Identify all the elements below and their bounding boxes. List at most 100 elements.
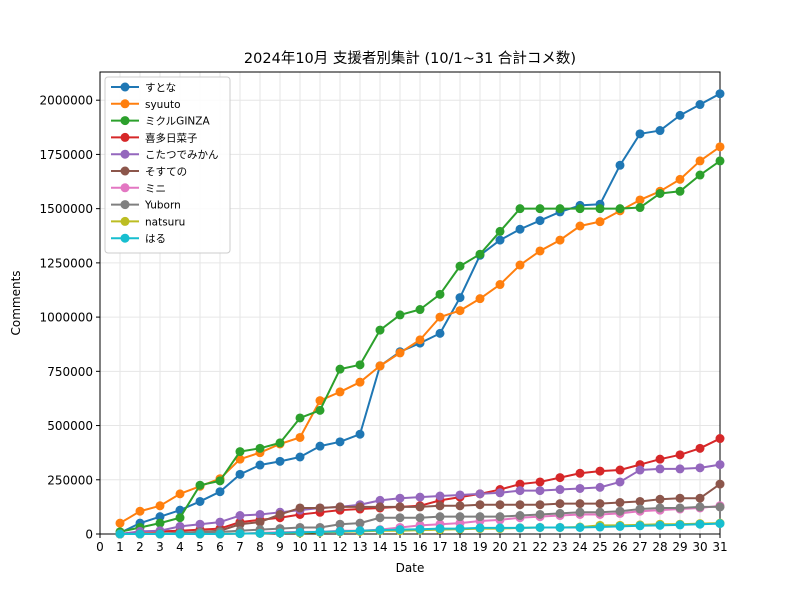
y-tick-label: 1500000 [40,202,93,216]
data-point [575,221,585,231]
x-tick-label: 29 [672,540,687,554]
data-point [355,502,365,512]
y-tick-label: 0 [85,528,93,542]
data-point [435,491,445,501]
data-point [535,500,545,510]
data-point [235,469,245,479]
data-point [355,429,365,439]
data-point [575,522,585,532]
chart-title: 2024年10月 支援者別集計 (10/1~31 合計コメ数) [244,50,576,67]
data-point [155,529,165,539]
legend-label: syuuto [145,99,181,111]
data-point [315,396,325,406]
legend-swatch-marker [120,149,130,159]
data-point [355,360,365,370]
data-point [375,325,385,335]
data-point [595,217,605,227]
data-point [515,523,525,533]
series-3 [115,156,725,537]
data-point [395,513,405,523]
data-point [315,527,325,537]
data-point [715,460,725,470]
data-point [655,188,665,198]
data-point [675,174,685,184]
data-point [675,450,685,460]
data-point [575,204,585,214]
data-point [675,464,685,474]
data-point [295,527,305,537]
data-point [375,495,385,505]
x-tick-label: 30 [692,540,707,554]
x-tick-label: 6 [216,540,224,554]
data-point [555,473,565,483]
data-point [615,477,625,487]
data-point [575,507,585,517]
legend-label: ミクルGINZA [145,116,210,128]
data-point [275,509,285,519]
data-point [335,387,345,397]
data-point [535,509,545,519]
legend-swatch-marker [120,200,130,210]
legend-label: ミニ [145,183,166,195]
x-tick-label: 31 [712,540,727,554]
data-point [655,126,665,136]
data-point [235,529,245,539]
x-tick-label: 12 [332,540,347,554]
y-tick-label: 1250000 [40,256,93,270]
data-point [715,89,725,99]
y-tick-label: 1750000 [40,148,93,162]
data-point [675,520,685,530]
data-point [195,529,205,539]
data-point [475,512,485,522]
data-point [695,502,705,512]
legend-label: 喜多日菜子 [145,131,198,144]
data-point [215,517,225,527]
data-point [675,493,685,503]
data-point [195,480,205,490]
x-tick-label: 21 [512,540,527,554]
data-point [295,413,305,423]
data-point [255,528,265,538]
legend-swatch-marker [120,82,130,92]
data-point [175,529,185,539]
data-point [195,496,205,506]
legend-swatch-marker [120,132,130,142]
legend-label: はる [145,233,166,245]
data-point [155,501,165,511]
data-point [695,463,705,473]
data-point [555,499,565,509]
data-point [695,170,705,180]
data-point [555,485,565,495]
data-point [615,160,625,170]
y-tick-label: 750000 [47,365,93,379]
data-point [255,509,265,519]
data-point [575,468,585,478]
data-point [315,441,325,451]
data-point [515,500,525,510]
data-point [415,335,425,345]
data-point [475,294,485,304]
data-point [595,499,605,509]
data-point [655,520,665,530]
x-tick-label: 25 [592,540,607,554]
data-point [635,504,645,514]
data-point [335,502,345,512]
legend-swatch-marker [120,116,130,126]
data-point [615,465,625,475]
data-point [135,529,145,539]
data-point [235,519,245,529]
data-point [595,522,605,532]
x-tick-label: 3 [156,540,164,554]
data-point [455,261,465,271]
data-point [355,518,365,528]
data-point [455,501,465,511]
y-tick-label: 250000 [47,473,93,487]
data-point [695,443,705,453]
legend-swatch-marker [120,216,130,226]
data-point [715,142,725,152]
data-point [715,156,725,166]
x-tick-label: 5 [196,540,204,554]
x-tick-label: 1 [116,540,124,554]
data-point [495,226,505,236]
x-tick-label: 9 [276,540,284,554]
